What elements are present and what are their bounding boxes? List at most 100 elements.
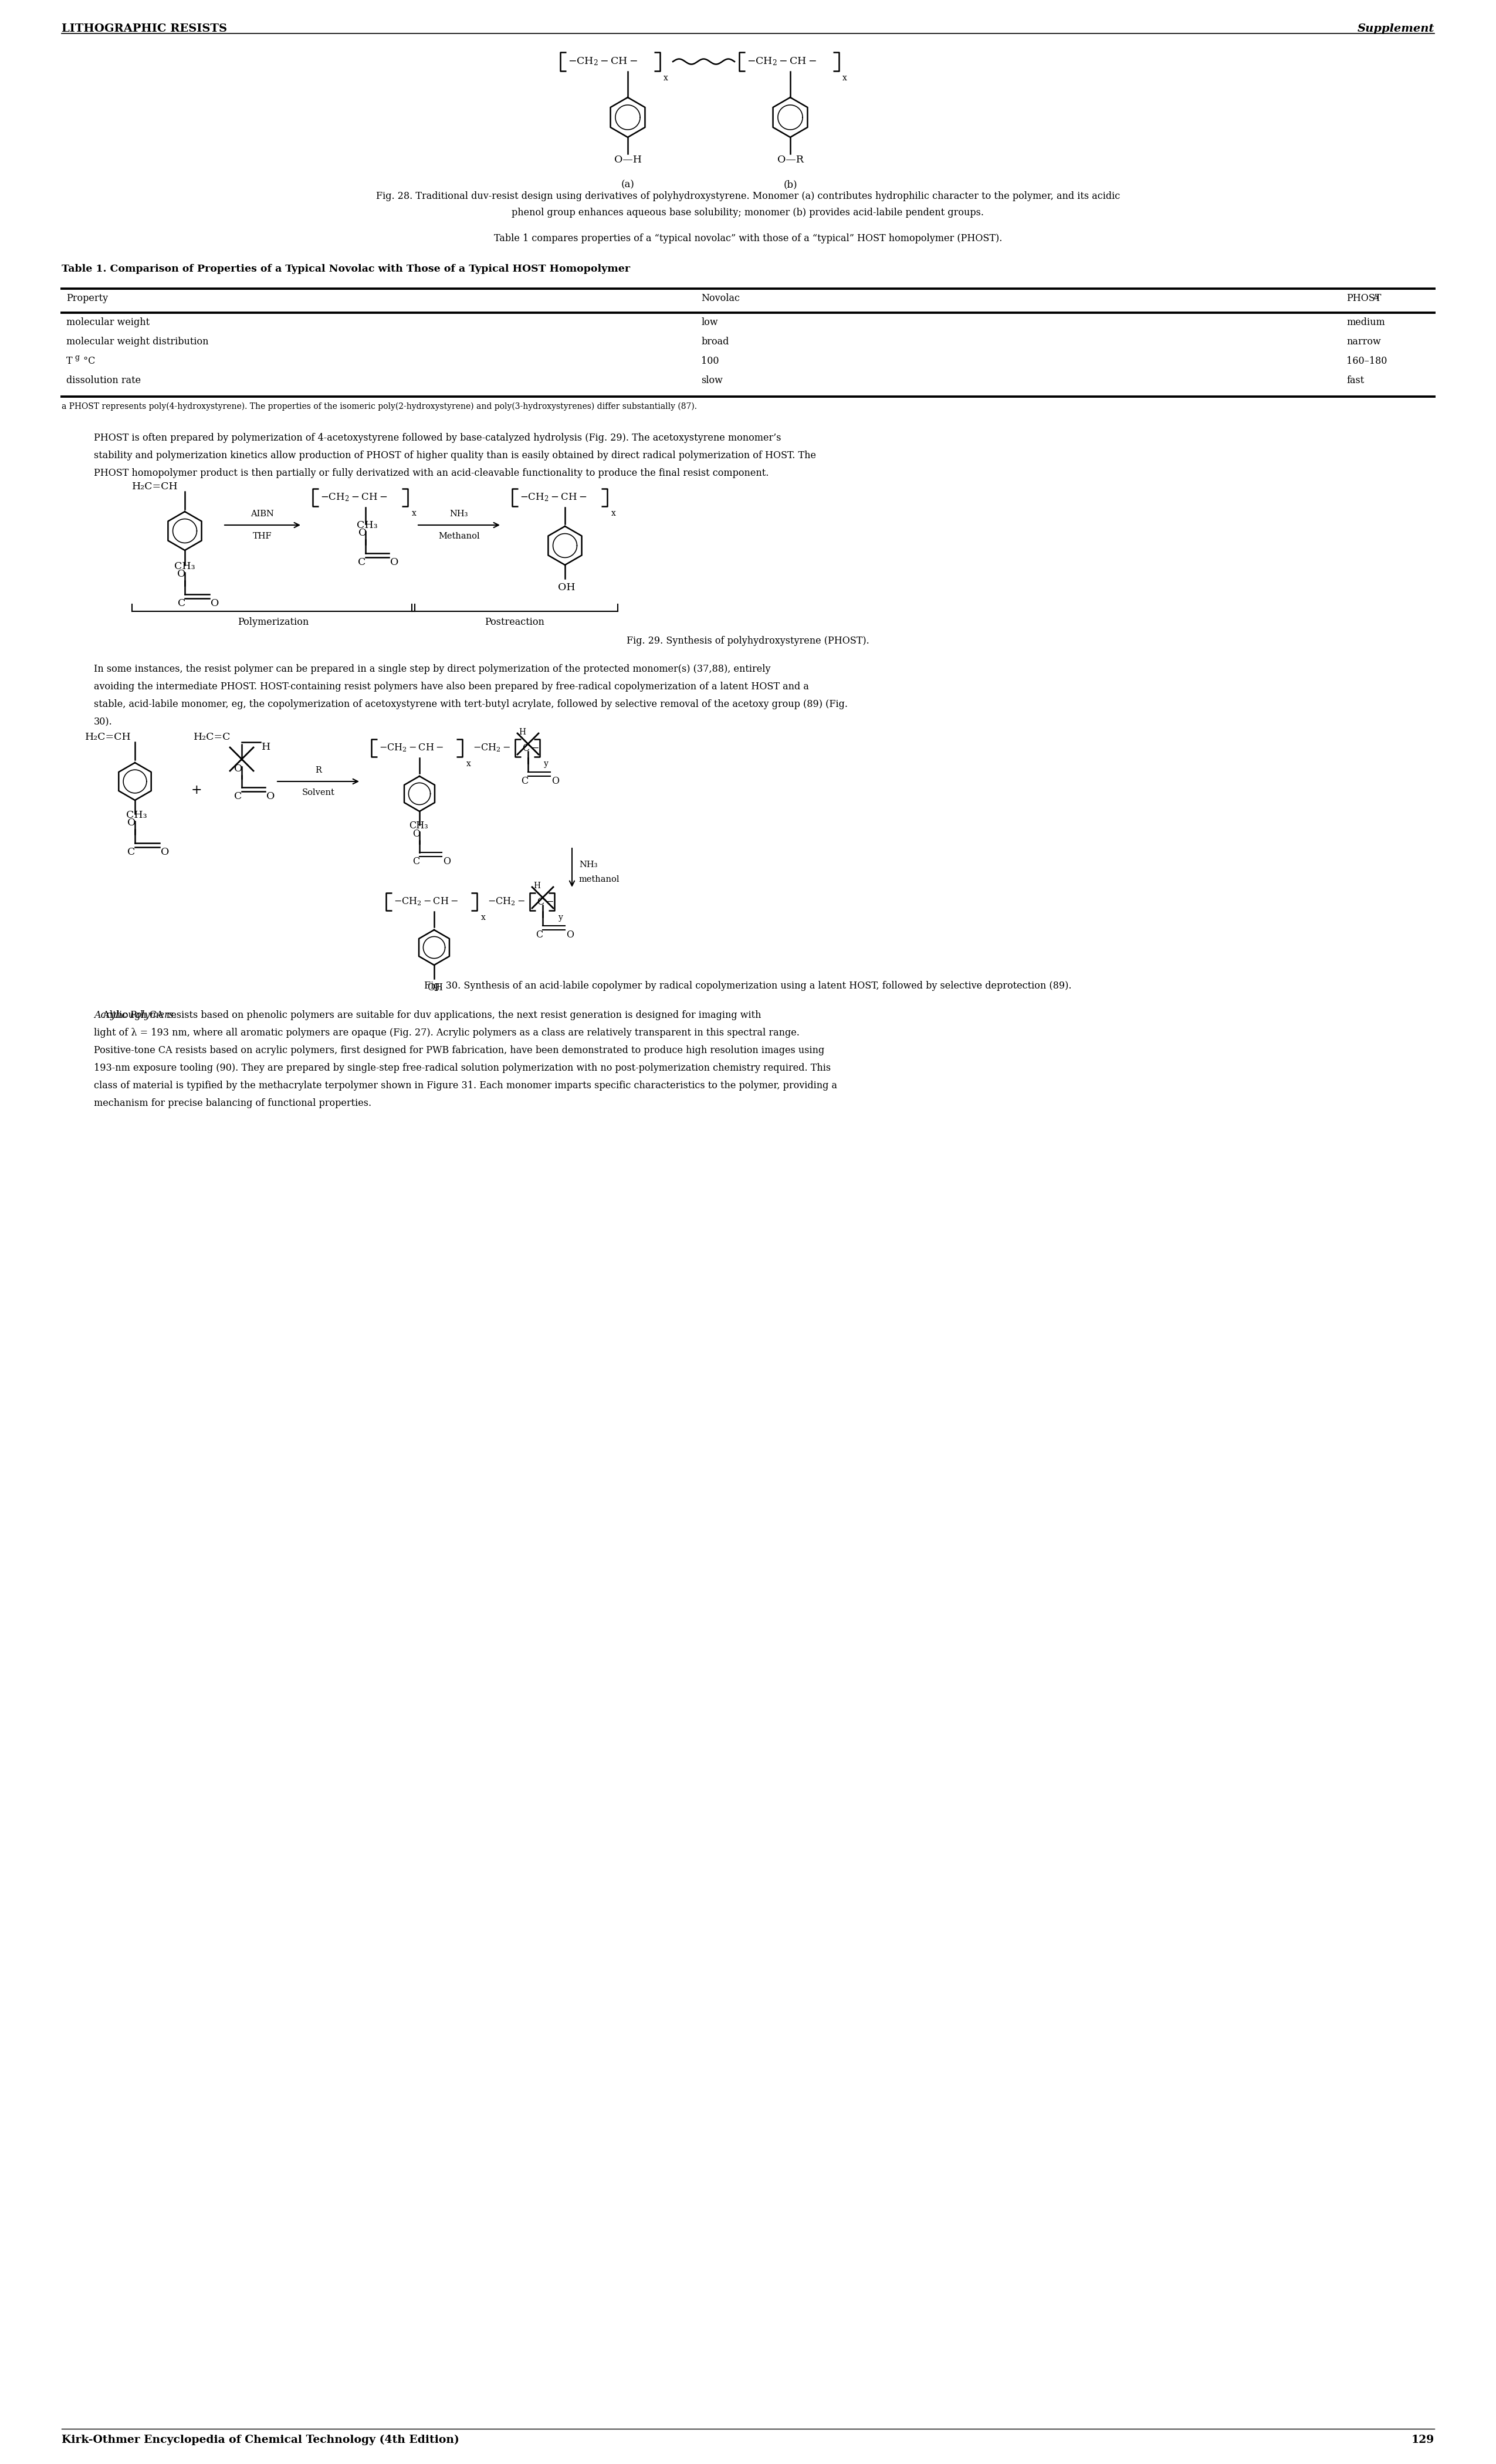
Text: O: O xyxy=(413,828,420,838)
Text: narrow: narrow xyxy=(1346,338,1381,347)
Text: Methanol: Methanol xyxy=(438,532,480,540)
Text: Postreaction: Postreaction xyxy=(485,616,545,628)
Text: Solvent: Solvent xyxy=(302,788,335,796)
Text: medium: medium xyxy=(1346,318,1385,328)
Text: $\mathregular{C-}$: $\mathregular{C-}$ xyxy=(522,744,539,754)
Text: H₂C=CH: H₂C=CH xyxy=(85,732,132,742)
Text: PHOST is often prepared by polymerization of 4-acetoxystyrene followed by base-c: PHOST is often prepared by polymerizatio… xyxy=(94,434,781,444)
Text: 30).: 30). xyxy=(94,717,112,727)
Text: Table 1. Comparison of Properties of a Typical Novolac with Those of a Typical H: Table 1. Comparison of Properties of a T… xyxy=(61,264,630,274)
Text: Fig. 28. Traditional duv-resist design using derivatives of polyhydroxystyrene. : Fig. 28. Traditional duv-resist design u… xyxy=(375,192,1121,202)
Text: x: x xyxy=(664,74,669,81)
Text: O: O xyxy=(266,791,275,801)
Text: C: C xyxy=(413,857,419,867)
Text: x: x xyxy=(467,759,471,769)
Text: fast: fast xyxy=(1346,375,1364,384)
Text: stable, acid-labile monomer, eg, the copolymerization of acetoxystyrene with ter: stable, acid-labile monomer, eg, the cop… xyxy=(94,700,848,710)
Text: (a): (a) xyxy=(621,180,634,190)
Text: NH₃: NH₃ xyxy=(579,860,597,870)
Text: a PHOST represents poly(4-hydroxystyrene). The properties of the isomeric poly(2: a PHOST represents poly(4-hydroxystyrene… xyxy=(61,402,697,411)
Text: R: R xyxy=(316,766,322,774)
Text: $\mathregular{-CH_2-CH-}$: $\mathregular{-CH_2-CH-}$ xyxy=(568,57,637,67)
Text: C: C xyxy=(521,776,528,786)
Text: y: y xyxy=(545,759,549,769)
Text: methanol: methanol xyxy=(579,875,619,885)
Text: CH₃: CH₃ xyxy=(174,562,194,572)
Text: H: H xyxy=(533,882,540,890)
Text: O—H: O—H xyxy=(613,155,642,165)
Text: +: + xyxy=(191,784,202,796)
Text: H: H xyxy=(519,727,525,737)
Text: molecular weight: molecular weight xyxy=(66,318,150,328)
Text: low: low xyxy=(702,318,718,328)
Text: molecular weight distribution: molecular weight distribution xyxy=(66,338,208,347)
Text: °C: °C xyxy=(81,357,96,367)
Text: $\mathregular{-CH_2-CH-}$: $\mathregular{-CH_2-CH-}$ xyxy=(747,57,817,67)
Text: Table 1 compares properties of a “typical novolac” with those of a “typical” HOS: Table 1 compares properties of a “typica… xyxy=(494,234,1002,244)
Text: $\mathregular{-CH_2-CH-}$: $\mathregular{-CH_2-CH-}$ xyxy=(393,897,458,907)
Text: a: a xyxy=(1373,293,1378,301)
Text: Positive-tone CA resists based on acrylic polymers, first designed for PWB fabri: Positive-tone CA resists based on acryli… xyxy=(94,1045,824,1055)
Text: O—R: O—R xyxy=(776,155,803,165)
Text: O: O xyxy=(443,857,450,867)
Text: $\mathregular{-CH_2-}$: $\mathregular{-CH_2-}$ xyxy=(473,742,510,754)
Text: 129: 129 xyxy=(1411,2434,1435,2444)
Text: C: C xyxy=(358,557,365,567)
Text: In some instances, the resist polymer can be prepared in a single step by direct: In some instances, the resist polymer ca… xyxy=(94,665,770,675)
Text: 100: 100 xyxy=(702,357,720,367)
Text: Novolac: Novolac xyxy=(702,293,741,303)
Text: O: O xyxy=(160,848,169,857)
Text: OH: OH xyxy=(426,983,443,993)
Text: CH₃: CH₃ xyxy=(408,821,428,830)
Text: $\mathregular{-CH_2-CH-}$: $\mathregular{-CH_2-CH-}$ xyxy=(378,742,443,754)
Text: 193-nm exposure tooling (90). They are prepared by single-step free-radical solu: 193-nm exposure tooling (90). They are p… xyxy=(94,1062,830,1072)
Text: PHOST homopolymer product is then partially or fully derivatized with an acid-cl: PHOST homopolymer product is then partia… xyxy=(94,468,769,478)
Text: PHOST: PHOST xyxy=(1346,293,1381,303)
Text: class of material is typified by the methacrylate terpolymer shown in Figure 31.: class of material is typified by the met… xyxy=(94,1082,838,1092)
Text: 160–180: 160–180 xyxy=(1346,357,1387,367)
Text: light of λ = 193 nm, where all aromatic polymers are opaque (Fig. 27). Acrylic p: light of λ = 193 nm, where all aromatic … xyxy=(94,1027,799,1037)
Text: avoiding the intermediate PHOST. HOST-containing resist polymers have also been : avoiding the intermediate PHOST. HOST-co… xyxy=(94,683,809,692)
Text: broad: broad xyxy=(702,338,729,347)
Text: stability and polymerization kinetics allow production of PHOST of higher qualit: stability and polymerization kinetics al… xyxy=(94,451,815,461)
Text: dissolution rate: dissolution rate xyxy=(66,375,141,384)
Text: O: O xyxy=(211,599,218,609)
Text: x: x xyxy=(842,74,847,81)
Text: OH: OH xyxy=(558,582,576,591)
Text: O: O xyxy=(359,527,367,537)
Text: O: O xyxy=(127,818,136,828)
Text: O: O xyxy=(177,569,186,579)
Text: $\mathregular{-CH_2-}$: $\mathregular{-CH_2-}$ xyxy=(488,897,525,907)
Text: H: H xyxy=(262,742,271,752)
Text: C: C xyxy=(233,791,242,801)
Text: O: O xyxy=(565,929,574,939)
Text: $\mathregular{-CH_2-CH-}$: $\mathregular{-CH_2-CH-}$ xyxy=(320,493,387,503)
Text: Supplement: Supplement xyxy=(1357,25,1435,34)
Text: Fig. 29. Synthesis of polyhydroxystyrene (PHOST).: Fig. 29. Synthesis of polyhydroxystyrene… xyxy=(627,636,869,646)
Text: Polymerization: Polymerization xyxy=(238,616,310,628)
Text: Acrylic Polymers.: Acrylic Polymers. xyxy=(94,1010,177,1020)
Text: Fig. 30. Synthesis of an acid-labile copolymer by radical copolymerization using: Fig. 30. Synthesis of an acid-labile cop… xyxy=(425,981,1071,991)
Text: $\mathregular{-CH_2-CH-}$: $\mathregular{-CH_2-CH-}$ xyxy=(519,493,586,503)
Text: C: C xyxy=(536,929,543,939)
Text: (b): (b) xyxy=(784,180,797,190)
Text: O: O xyxy=(390,557,398,567)
Text: C: C xyxy=(127,848,135,857)
Text: O: O xyxy=(233,764,242,774)
Text: phenol group enhances aqueous base solubility; monomer (b) provides acid-labile : phenol group enhances aqueous base solub… xyxy=(512,207,984,217)
Text: CH₃: CH₃ xyxy=(356,520,377,530)
Text: O: O xyxy=(552,776,560,786)
Text: H₂C=CH: H₂C=CH xyxy=(132,480,178,493)
Text: g: g xyxy=(75,355,79,362)
Text: NH₃: NH₃ xyxy=(450,510,468,517)
Text: THF: THF xyxy=(253,532,272,540)
Text: x: x xyxy=(612,510,616,517)
Text: mechanism for precise balancing of functional properties.: mechanism for precise balancing of funct… xyxy=(94,1099,371,1109)
Text: Kirk-Othmer Encyclopedia of Chemical Technology (4th Edition): Kirk-Othmer Encyclopedia of Chemical Tec… xyxy=(61,2434,459,2444)
Text: Property: Property xyxy=(66,293,108,303)
Text: T: T xyxy=(66,357,72,367)
Text: CH₃: CH₃ xyxy=(126,811,147,821)
Text: Although CA resists based on phenolic polymers are suitable for duv applications: Although CA resists based on phenolic po… xyxy=(94,1010,761,1020)
Text: y: y xyxy=(558,914,562,922)
Text: x: x xyxy=(482,914,486,922)
